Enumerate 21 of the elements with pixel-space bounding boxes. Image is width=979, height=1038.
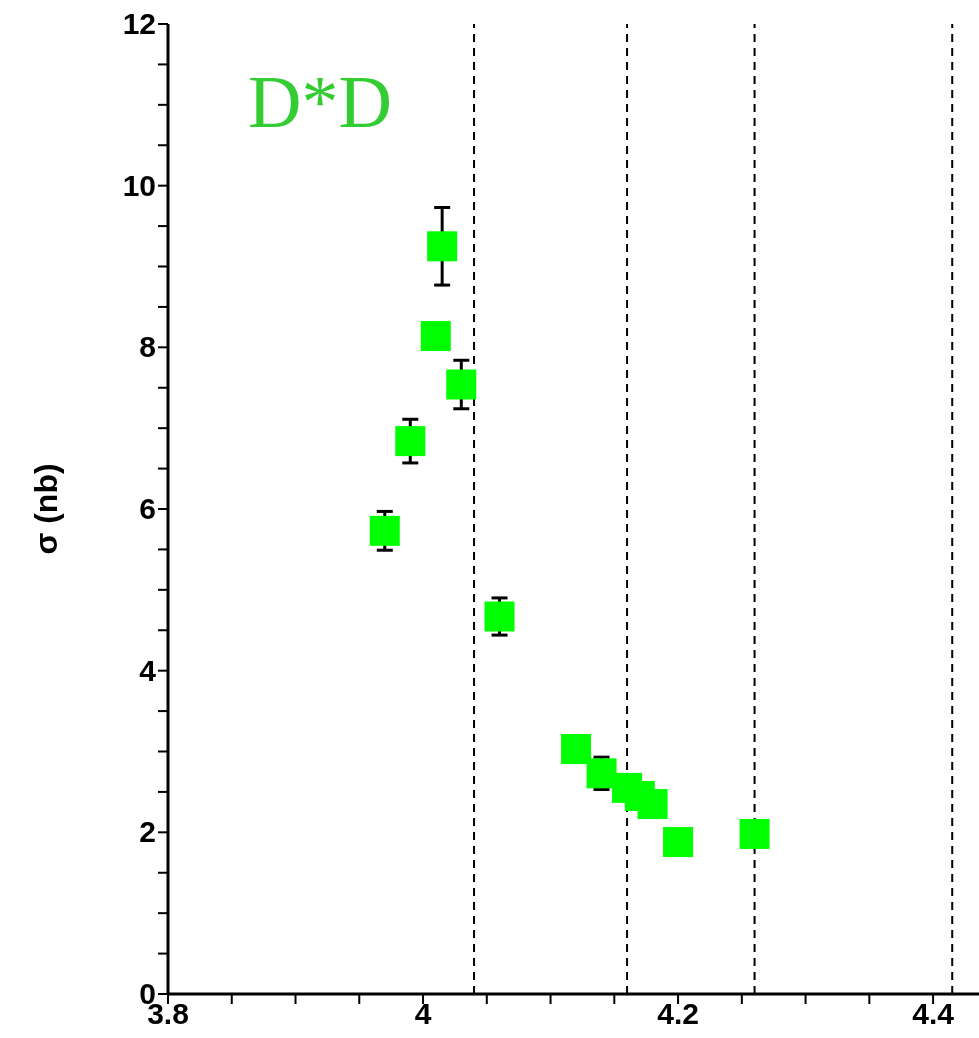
point bbox=[446, 369, 477, 400]
point bbox=[739, 818, 770, 849]
x-tick-label: 4.4 bbox=[912, 997, 955, 1030]
y-tick-label: 12 bbox=[122, 7, 156, 40]
x-tick-label: 4 bbox=[414, 997, 432, 1030]
annotation: D*D bbox=[248, 60, 392, 145]
point bbox=[395, 426, 426, 457]
point bbox=[663, 827, 694, 858]
y-tick-label: 2 bbox=[139, 815, 156, 849]
point bbox=[427, 231, 458, 262]
x-tick-label: 4.2 bbox=[657, 997, 699, 1030]
y-tick-label: 4 bbox=[139, 653, 157, 687]
point bbox=[369, 515, 400, 546]
point bbox=[561, 734, 592, 765]
y-axis-title: σ (nb) bbox=[27, 463, 65, 555]
point bbox=[484, 601, 515, 632]
point bbox=[586, 758, 617, 789]
point bbox=[420, 321, 451, 352]
y-tick-label: 6 bbox=[139, 492, 156, 525]
y-tick-label: 10 bbox=[122, 168, 156, 202]
y-tick-label: 8 bbox=[139, 330, 156, 364]
